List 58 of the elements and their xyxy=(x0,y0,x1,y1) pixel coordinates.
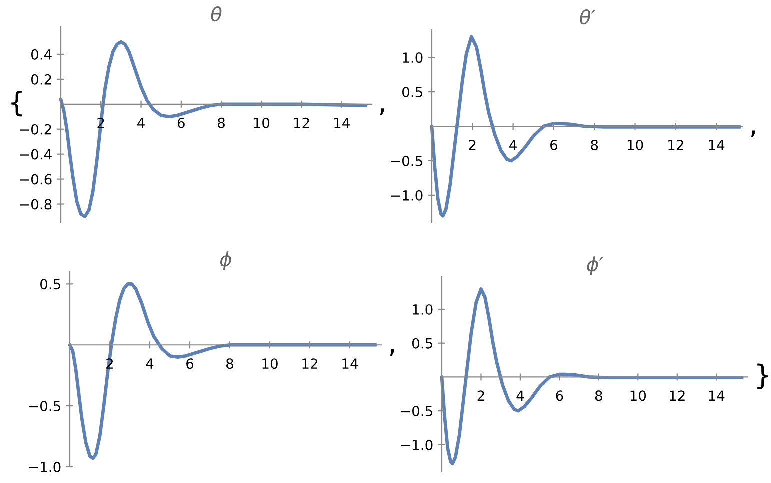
x-tick-label: 12 xyxy=(294,118,310,128)
x-tick-label: 12 xyxy=(668,140,684,150)
x-tick-label: 8 xyxy=(226,358,234,370)
x-tick-label: 12 xyxy=(302,358,318,369)
y-tick-label: 0.4 xyxy=(31,49,52,60)
x-tick-label: 4 xyxy=(146,358,154,369)
x-tick-label: 10 xyxy=(262,358,278,370)
chart-title: θ′ xyxy=(580,10,596,25)
y-tick-label: −0.2 xyxy=(20,124,52,135)
y-tick-label: 1.0 xyxy=(403,52,423,64)
line-series xyxy=(430,35,742,218)
text: , xyxy=(390,349,394,356)
chart-title: ϕ′ xyxy=(587,256,604,276)
text: , xyxy=(751,130,756,138)
x-tick-label: 2 xyxy=(98,118,104,128)
x-tick-label: 4 xyxy=(138,118,145,128)
y-tick-label: −0.5 xyxy=(391,156,422,166)
y-tick-label: −1.0 xyxy=(391,190,423,201)
y-tick-label: 0.5 xyxy=(402,87,422,98)
x-tick-label: 14 xyxy=(709,390,725,401)
x-tick-label: 10 xyxy=(628,140,644,150)
y-tick-label: −0.5 xyxy=(29,401,60,412)
x-tick-label: 8 xyxy=(218,118,225,128)
x-tick-label: 10 xyxy=(630,390,646,402)
x-tick-label: 6 xyxy=(186,358,194,370)
y-tick-label: −0.6 xyxy=(20,174,52,185)
chart-title: ϕ xyxy=(220,252,232,270)
y-tick-label: 0.5 xyxy=(40,279,60,290)
text: , xyxy=(380,108,384,116)
x-tick-label: 2 xyxy=(478,390,484,401)
x-tick-label: 14 xyxy=(334,118,350,128)
x-tick-label: 6 xyxy=(178,118,185,128)
y-tick-label: 1.0 xyxy=(413,304,433,315)
y-tick-label: 0.2 xyxy=(31,74,52,85)
x-tick-label: 10 xyxy=(254,118,270,128)
y-tick-label: −1.0 xyxy=(401,440,433,450)
text: { xyxy=(12,90,22,117)
x-tick-label: 14 xyxy=(342,358,358,369)
chart-title: θ xyxy=(211,6,222,22)
line-series xyxy=(68,282,378,460)
x-tick-label: 8 xyxy=(591,140,598,150)
line-series xyxy=(440,288,744,466)
x-tick-label: 6 xyxy=(556,390,564,402)
x-tick-label: 12 xyxy=(670,390,685,401)
line-series xyxy=(59,40,368,218)
y-tick-label: −0.4 xyxy=(20,149,52,160)
x-tick-label: 8 xyxy=(595,390,602,402)
text: } xyxy=(758,364,768,390)
y-tick-label: −0.8 xyxy=(20,199,52,210)
y-tick-label: −1.0 xyxy=(29,462,61,472)
x-tick-label: 6 xyxy=(550,140,558,150)
x-tick-label: 4 xyxy=(516,390,524,401)
y-tick-label: −0.5 xyxy=(401,406,432,417)
y-tick-label: 0.5 xyxy=(412,338,432,349)
x-tick-label: 2 xyxy=(106,358,114,369)
x-tick-label: 4 xyxy=(510,140,517,150)
x-tick-label: 2 xyxy=(469,140,476,150)
x-tick-label: 14 xyxy=(709,140,725,150)
